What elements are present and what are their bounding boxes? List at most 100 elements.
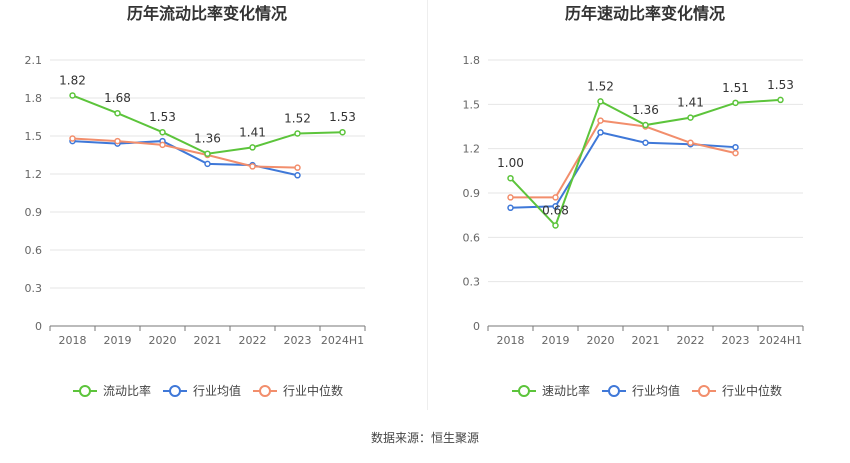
legend-swatch-marker	[169, 385, 181, 397]
y-tick-label: 1.5	[463, 98, 481, 111]
x-tick-label: 2023	[284, 334, 312, 347]
data-point	[294, 172, 301, 179]
data-label: 1.52	[587, 79, 614, 93]
data-point	[552, 222, 559, 229]
y-tick-label: 1.2	[463, 143, 481, 156]
x-tick-label: 2024H1	[321, 334, 364, 347]
data-label: 1.41	[239, 125, 266, 139]
legend-item: 行业均值	[602, 383, 680, 398]
y-tick-label: 0	[473, 320, 480, 333]
y-tick-label: 2.1	[25, 54, 43, 67]
legend-item: 流动比率	[73, 383, 151, 398]
data-label: 1.82	[59, 73, 86, 87]
data-label: 1.36	[632, 103, 659, 117]
y-tick-label: 1.8	[463, 54, 481, 67]
x-tick-label: 2020	[587, 334, 615, 347]
data-point	[642, 139, 649, 147]
y-tick-label: 0.3	[25, 282, 43, 295]
legend-label: 速动比率	[542, 383, 590, 398]
data-point	[507, 194, 514, 201]
data-label: 1.53	[149, 110, 176, 124]
chart-title: 历年流动比率变化情况	[127, 4, 287, 23]
legend-item: 行业均值	[163, 383, 241, 398]
x-tick-label: 2018	[59, 334, 87, 347]
data-label: 1.36	[194, 132, 221, 146]
chart-1: 历年流动比率变化情况 0 0.3 0.6 0.9 1.2 1.5 1.8 2.1 2018 2019…	[25, 4, 366, 398]
data-point	[249, 163, 256, 170]
series-line-2	[72, 140, 298, 177]
data-point	[114, 137, 121, 145]
data-point	[732, 99, 739, 107]
data-label: 1.00	[497, 156, 524, 170]
legend-swatch-marker	[259, 385, 271, 397]
series-line-3	[72, 137, 298, 169]
data-label: 1.53	[767, 78, 794, 92]
data-point	[507, 174, 514, 182]
data-point	[159, 141, 166, 149]
data-point	[732, 149, 739, 157]
data-point	[642, 121, 649, 129]
data-point	[687, 114, 694, 121]
data-label: 1.68	[104, 91, 131, 105]
legend-swatch-marker	[698, 385, 710, 397]
data-label: 1.51	[722, 81, 749, 95]
x-tick-label: 2021	[632, 334, 660, 347]
source-text: 数据来源：恒生聚源	[370, 431, 479, 445]
data-point	[114, 109, 121, 117]
data-point	[69, 92, 76, 99]
data-point	[159, 128, 166, 136]
x-tick-label: 2021	[194, 334, 222, 347]
series-line-3	[510, 119, 736, 199]
legend-label: 行业均值	[193, 383, 241, 398]
y-tick-label: 1.8	[25, 92, 43, 105]
data-label: 1.53	[329, 110, 356, 124]
data-point	[507, 204, 514, 212]
legend-item: 行业中位数	[692, 383, 782, 398]
legend-swatch-marker	[79, 385, 91, 397]
x-tick-label: 2022	[677, 334, 705, 347]
y-tick-label: 1.5	[25, 130, 43, 143]
data-point	[204, 160, 211, 168]
y-tick-label: 0.3	[463, 276, 481, 289]
legend-label: 行业均值	[632, 383, 680, 398]
data-point	[597, 98, 604, 105]
data-point	[294, 130, 301, 137]
x-tick-label: 2019	[104, 334, 132, 347]
x-tick-label: 2022	[239, 334, 267, 347]
panel-divider	[427, 0, 428, 410]
x-tick-label: 2020	[149, 334, 177, 347]
legend-item: 行业中位数	[253, 383, 343, 398]
data-label: 0.68	[542, 204, 569, 218]
data-point	[552, 203, 559, 210]
x-tick-label: 2024H1	[759, 334, 802, 347]
data-point	[204, 150, 211, 157]
y-tick-label: 0.9	[463, 187, 481, 200]
y-tick-label: 0.9	[25, 206, 43, 219]
legend-item: 速动比率	[512, 383, 590, 398]
data-label: 1.52	[284, 111, 311, 125]
data-label: 1.41	[677, 96, 704, 110]
data-point	[339, 128, 346, 136]
data-point	[732, 143, 739, 151]
legend-label: 行业中位数	[722, 383, 782, 398]
y-tick-label: 0	[35, 320, 42, 333]
data-point	[249, 144, 256, 151]
data-point	[552, 194, 559, 201]
data-point	[597, 129, 604, 136]
y-tick-label: 0.6	[463, 231, 481, 244]
data-point	[294, 164, 301, 171]
data-point	[777, 96, 784, 104]
x-tick-label: 2023	[722, 334, 750, 347]
x-tick-label: 2019	[542, 334, 570, 347]
legend-swatch-marker	[518, 385, 530, 397]
legend-swatch-marker	[608, 385, 620, 397]
legend-label: 流动比率	[103, 383, 151, 398]
y-tick-label: 1.2	[25, 168, 43, 181]
legend-label: 行业中位数	[283, 383, 343, 398]
x-tick-label: 2018	[497, 334, 525, 347]
y-tick-label: 0.6	[25, 244, 43, 257]
chart-2: 历年速动比率变化情况 0 0.3 0.6 0.9 1.2 1.5 1.8 2018 2019 202…	[463, 4, 804, 398]
data-point	[597, 117, 604, 124]
